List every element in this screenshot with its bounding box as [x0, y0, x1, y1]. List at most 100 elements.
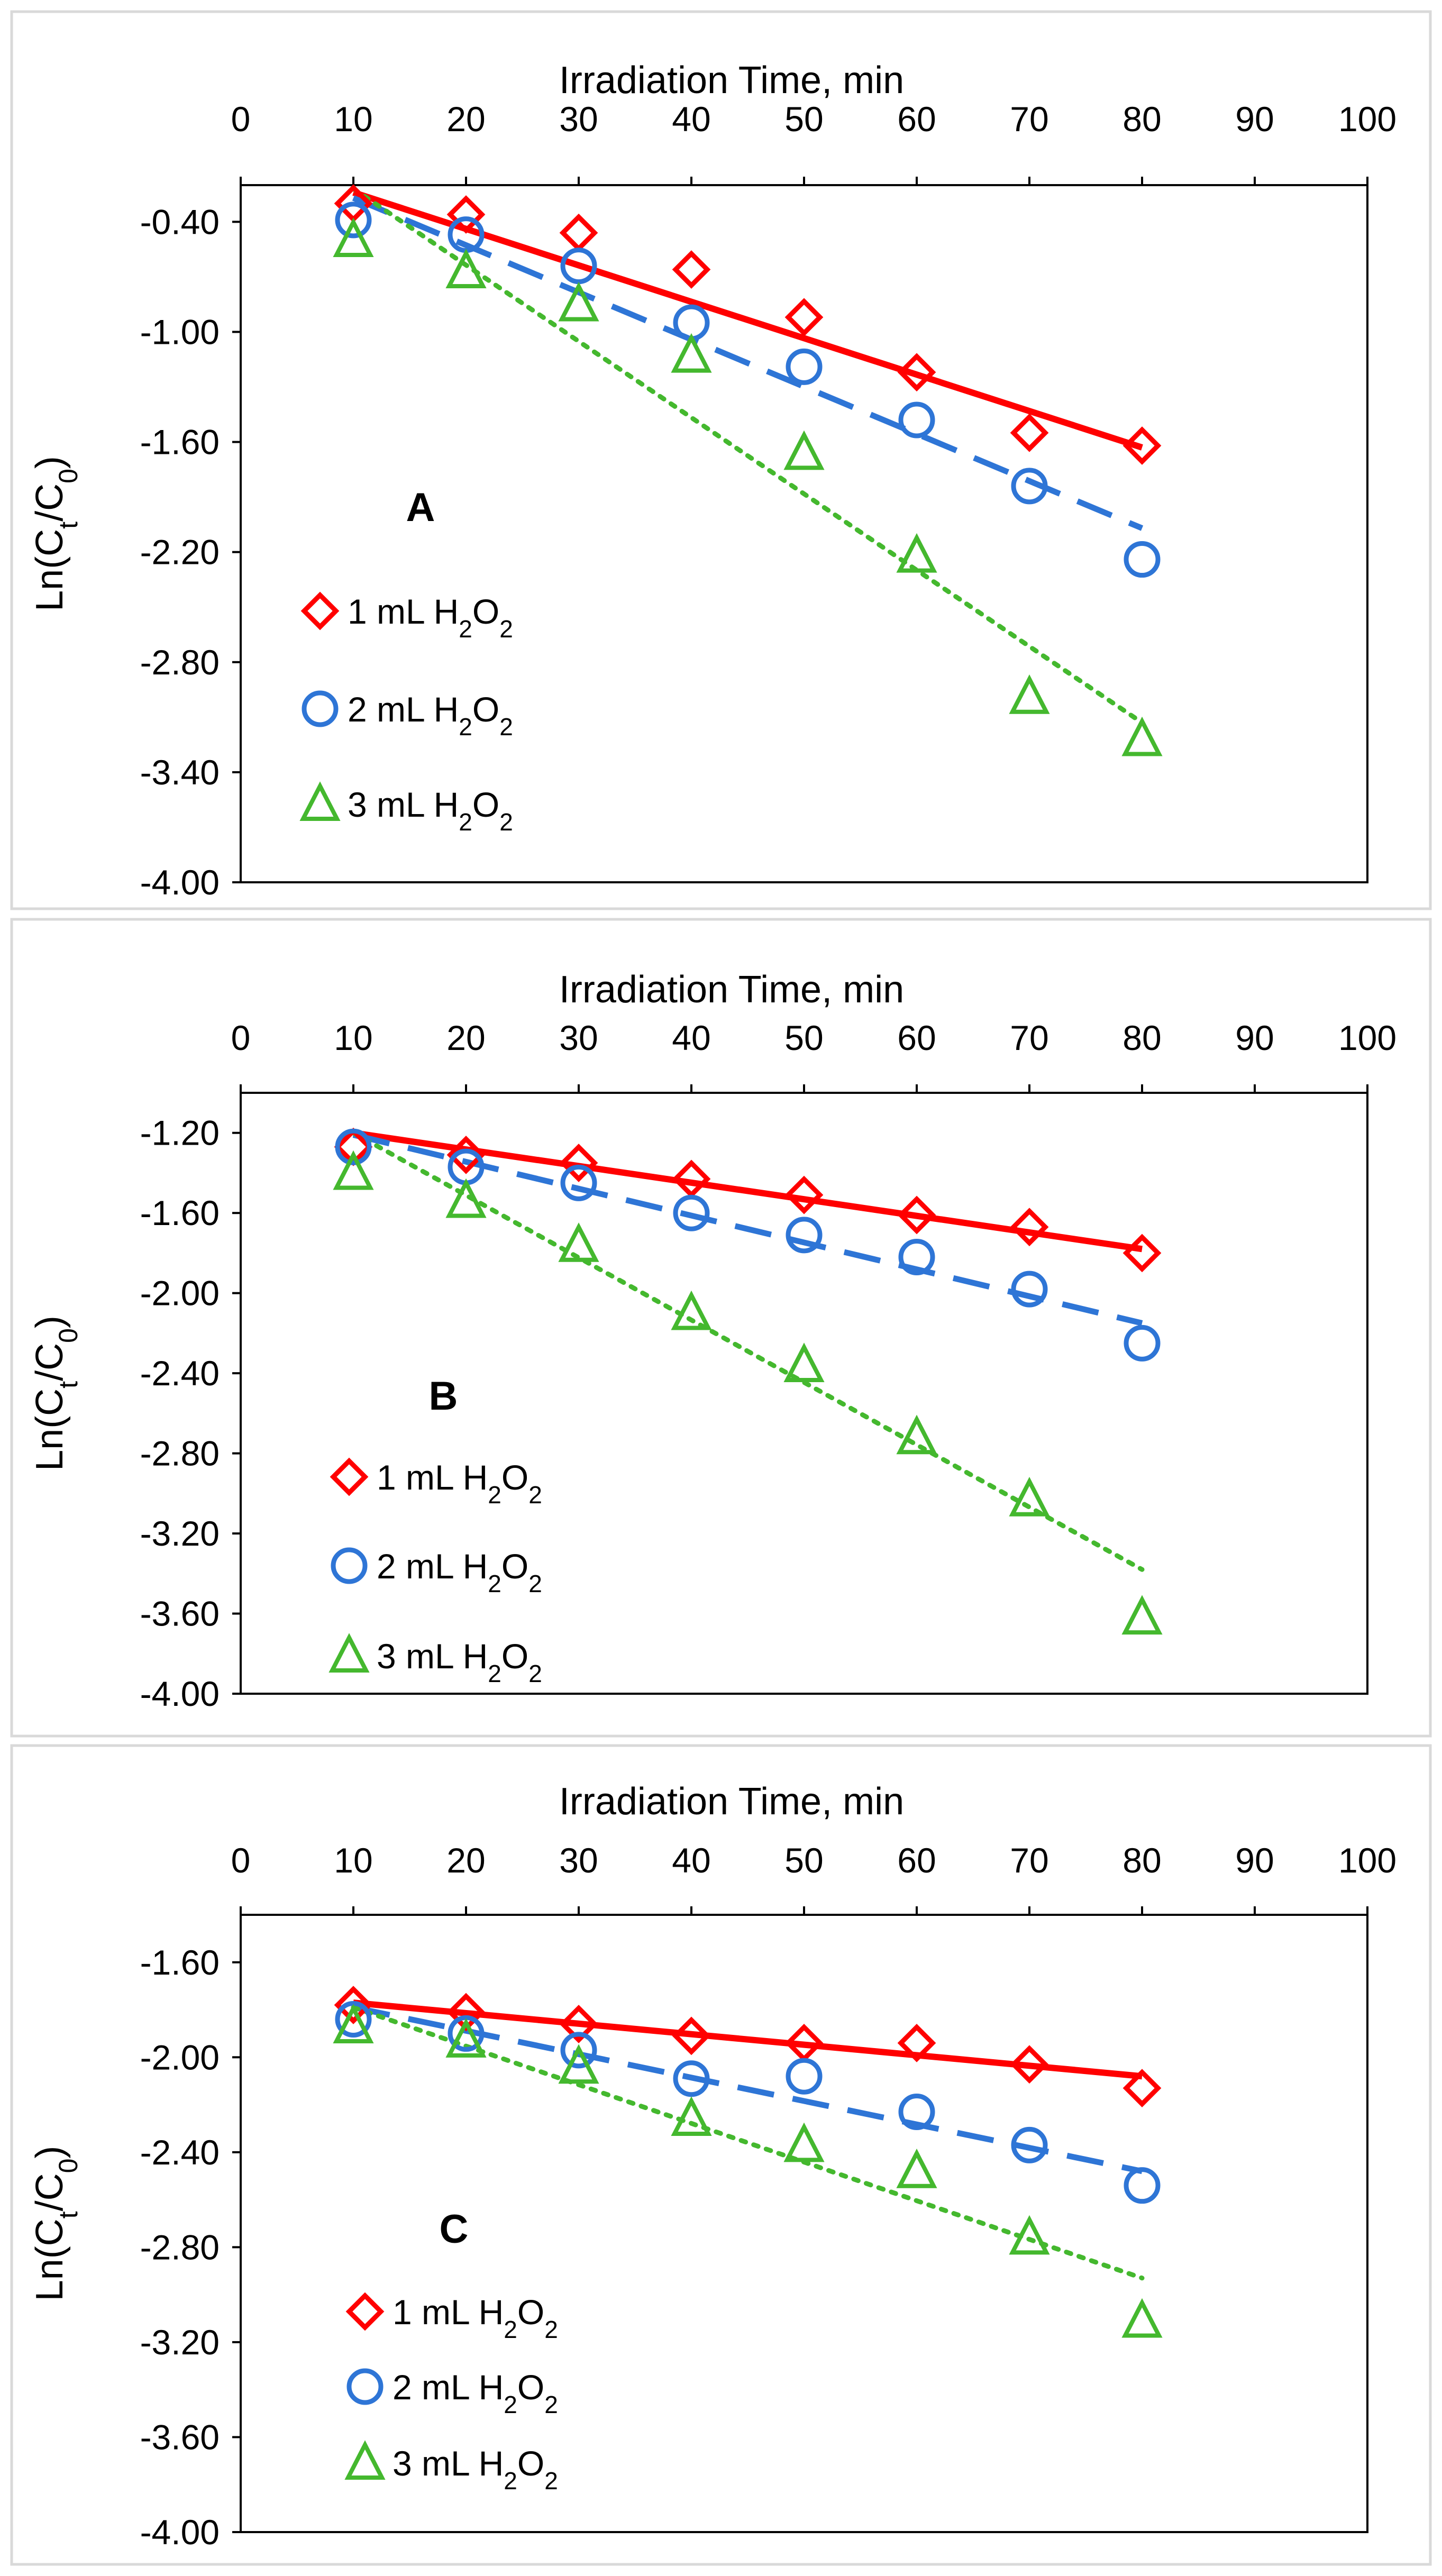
data-point-circle — [335, 1128, 372, 1165]
data-point-circle — [1124, 541, 1161, 578]
y-tick-label: -1.60 — [140, 423, 220, 462]
data-point-circle — [786, 348, 823, 385]
panel-frame — [10, 1744, 1432, 2566]
data-point-circle — [335, 202, 372, 239]
y-tick-label: -3.20 — [140, 1514, 220, 1553]
data-point-triangle — [1121, 716, 1163, 756]
y-tick-label: -0.40 — [140, 202, 220, 241]
y-tick-label: -4.00 — [140, 1674, 220, 1713]
y-tick-label: -2.40 — [140, 2133, 220, 2172]
legend-label: 2 mL H2O2 — [377, 1547, 542, 1597]
data-point-triangle — [896, 2149, 937, 2188]
y-tick-label: -4.00 — [140, 863, 220, 902]
data-point-triangle — [558, 281, 599, 322]
x-tick-label: 20 — [446, 1018, 485, 1057]
x-tick-label: 80 — [1122, 1018, 1161, 1057]
data-point-triangle — [896, 1414, 937, 1455]
x-tick-label: 90 — [1235, 99, 1274, 139]
x-tick-label: 20 — [446, 99, 485, 139]
x-tick-label: 80 — [1122, 99, 1161, 139]
data-point-diamond — [446, 1993, 486, 2032]
data-point-triangle — [445, 2018, 487, 2058]
data-point-triangle — [333, 2004, 374, 2043]
panel-label: A — [406, 485, 435, 530]
legend-label: 1 mL H2O2 — [377, 1458, 542, 1509]
data-point-triangle — [333, 1150, 374, 1190]
y-axis-title: Ln(Ct/C0) — [29, 2146, 83, 2301]
legend-marker-circle — [331, 1547, 368, 1584]
data-point-triangle — [783, 430, 825, 470]
data-point-diamond — [672, 2016, 711, 2056]
data-point-triangle — [445, 249, 487, 289]
x-tick-label: 90 — [1235, 1841, 1274, 1880]
data-point-circle — [786, 1217, 823, 1254]
chart-panel-c: Irradiation Time, min 0 10 20 30 40 50 60 70 80 90… — [10, 1744, 1432, 2566]
x-tick-label: 10 — [334, 1018, 372, 1057]
x-tick-label: 0 — [231, 1841, 251, 1880]
x-tick-label: 10 — [334, 1841, 372, 1880]
data-point-circle — [1011, 468, 1048, 505]
legend-label: 3 mL H2O2 — [377, 1637, 542, 1687]
trendline-diamond — [353, 1129, 1143, 1253]
data-point-diamond — [1122, 1234, 1162, 1273]
data-point-diamond — [446, 1136, 486, 1174]
x-tick-label: 10 — [334, 99, 372, 139]
y-tick-label: -4.00 — [140, 2513, 220, 2552]
data-point-triangle — [783, 2122, 825, 2162]
y-tick-label: -2.40 — [140, 1354, 220, 1393]
legend-label: 2 mL H2O2 — [393, 2368, 558, 2418]
data-point-diamond — [1122, 426, 1162, 465]
panel-label: B — [429, 1374, 458, 1419]
x-tick-label: 50 — [784, 1841, 823, 1880]
data-point-circle — [1124, 2167, 1161, 2204]
x-tick-label: 60 — [897, 1018, 936, 1057]
data-point-diamond — [334, 1986, 373, 2024]
x-tick-label: 20 — [446, 1841, 485, 1880]
data-point-circle — [335, 2000, 372, 2038]
x-tick-label: 0 — [231, 99, 251, 139]
data-point-circle — [898, 1239, 935, 1276]
data-point-diamond — [1010, 413, 1049, 452]
data-point-triangle — [1009, 2215, 1050, 2255]
y-tick-label: -2.80 — [140, 1434, 220, 1473]
x-tick-label: 30 — [559, 1841, 598, 1880]
x-axis-title: Irradiation Time, min — [559, 59, 904, 102]
x-tick-label: 70 — [1010, 1841, 1048, 1880]
data-point-circle — [786, 2058, 823, 2095]
trendline-diamond — [352, 189, 1143, 451]
data-point-diamond — [672, 250, 711, 289]
x-tick-label: 40 — [672, 1018, 710, 1057]
trendline-triangle — [351, 2005, 1145, 2281]
legend-marker-circle — [302, 690, 339, 727]
y-tick-label: -3.40 — [140, 753, 220, 792]
data-point-diamond — [559, 1144, 598, 1182]
x-axis-title: Irradiation Time, min — [559, 1780, 904, 1823]
data-point-circle — [1124, 1324, 1161, 1362]
data-point-diamond — [1010, 1208, 1049, 1247]
y-tick-label: -3.60 — [140, 1594, 220, 1633]
x-tick-label: 70 — [1010, 99, 1048, 139]
trendline-triangle — [351, 186, 1145, 725]
y-tick-label: -3.60 — [140, 2417, 220, 2456]
x-tick-label: 80 — [1122, 1841, 1161, 1880]
data-point-diamond — [784, 1175, 824, 1214]
y-tick-label: -1.20 — [140, 1113, 220, 1153]
y-tick-label: -3.20 — [140, 2323, 220, 2362]
x-tick-label: 60 — [897, 1841, 936, 1880]
data-point-circle — [898, 2094, 935, 2131]
panel-frame — [10, 10, 1432, 910]
data-point-triangle — [558, 2044, 599, 2084]
x-tick-label: 30 — [559, 1018, 598, 1057]
x-tick-label: 90 — [1235, 1018, 1274, 1057]
legend-label: 3 mL H2O2 — [348, 785, 513, 836]
data-point-circle — [898, 401, 935, 439]
chart-panel-a: Irradiation Time, min 0 10 20 30 40 50 60 70 80 90… — [10, 10, 1432, 910]
legend-marker-triangle — [299, 781, 341, 821]
data-point-triangle — [896, 533, 937, 573]
legend-marker-triangle — [344, 2440, 386, 2480]
data-point-circle — [560, 248, 597, 285]
y-tick-label: -2.80 — [140, 643, 220, 682]
legend-label: 2 mL H2O2 — [348, 690, 513, 741]
y-axis-title: Ln(Ct/C0) — [29, 1316, 83, 1471]
